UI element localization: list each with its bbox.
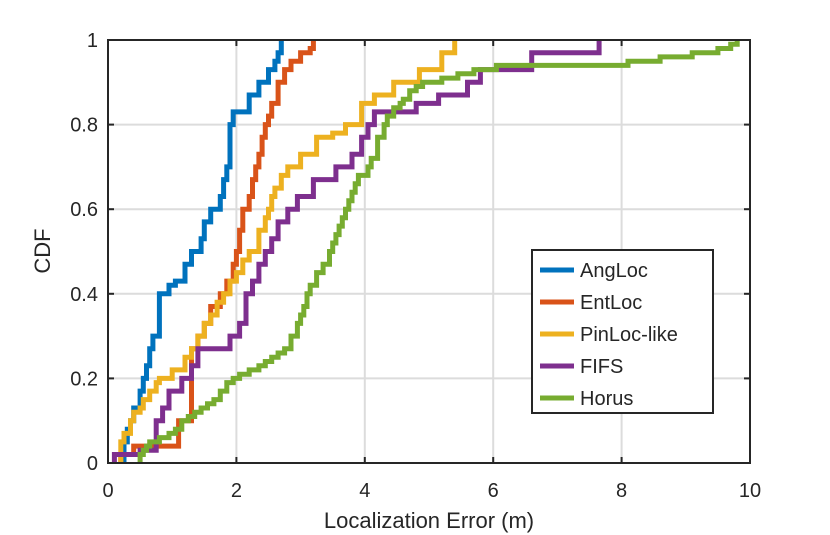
series-line-pinloc-like: [118, 40, 458, 463]
y-tick-label: 0.2: [70, 368, 98, 390]
y-tick-label: 1: [87, 30, 98, 52]
x-tick-label: 2: [231, 480, 242, 502]
x-tick-label: 6: [488, 480, 499, 502]
legend-label-pinloc-like: PinLoc-like: [580, 324, 678, 346]
x-tick-label: 0: [102, 480, 113, 502]
legend-label-angloc: AngLoc: [580, 260, 648, 282]
legend-label-horus: Horus: [580, 388, 633, 410]
series-line-angloc: [121, 40, 284, 463]
y-tick-label: 0.4: [70, 284, 98, 306]
legend: AngLoc EntLoc PinLoc-like FIFS Horus: [531, 249, 714, 414]
y-tick-label: 0: [87, 453, 98, 475]
x-axis-title: Localization Error (m): [324, 508, 534, 533]
y-axis-title: CDF: [30, 228, 55, 273]
x-tick-label: 4: [359, 480, 370, 502]
axis-ticks: 0 2 4 6 8 10 0 0.2 0.4 0.6 0.8 1: [70, 30, 761, 502]
series-lines: [111, 40, 740, 463]
x-tick-label: 8: [616, 480, 627, 502]
y-tick-label: 0.6: [70, 199, 98, 221]
plot-frame: [107, 39, 751, 464]
series-line-horus: [137, 40, 740, 463]
x-tick-label: 10: [739, 480, 761, 502]
y-tick-label: 0.8: [70, 115, 98, 137]
legend-label-entloc: EntLoc: [580, 292, 642, 314]
series-line-fifs: [111, 40, 602, 463]
legend-label-fifs: FIFS: [580, 356, 623, 378]
